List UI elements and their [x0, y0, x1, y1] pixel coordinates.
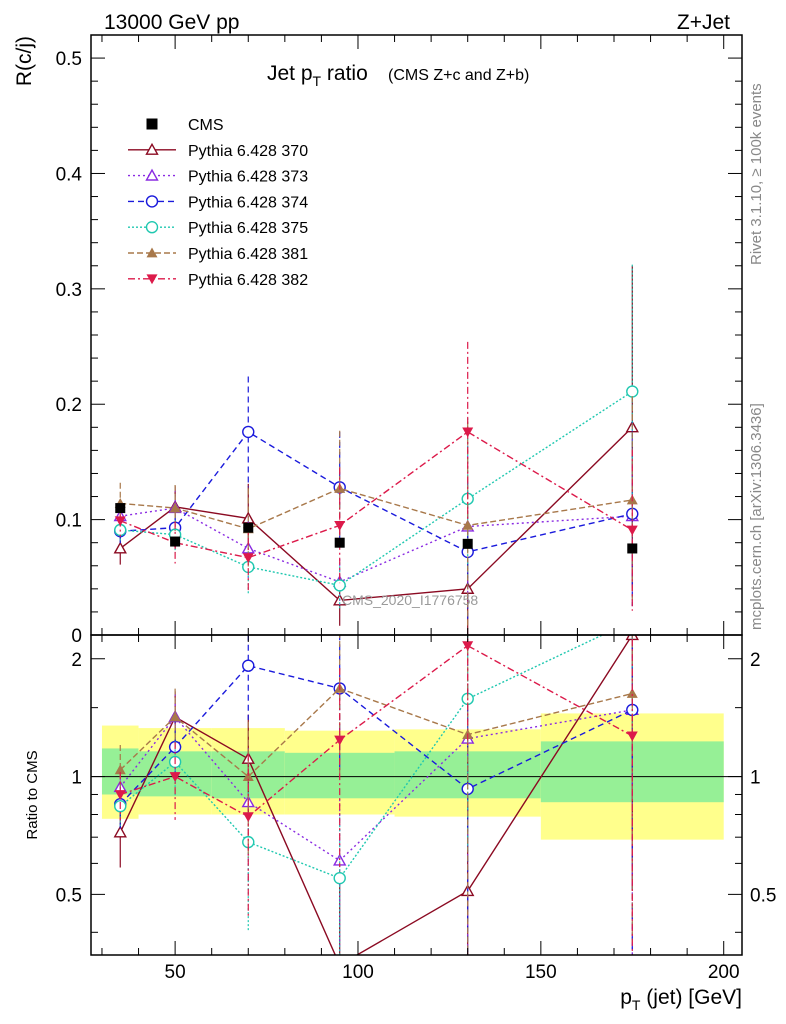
- main-ytick-label-2: 0.2: [56, 395, 82, 416]
- legend-label-0: Pythia 6.428 370: [188, 143, 308, 160]
- watermark-label: CMS_2020_I1776758: [342, 592, 478, 608]
- header-right: Z+Jet: [677, 11, 730, 34]
- ratio-series-line-0: [119, 635, 633, 955]
- x-axis-label-rest: (jet) [GeV]: [640, 986, 742, 1009]
- ratio-ytick-label-right-2: 2: [750, 650, 761, 671]
- main-series-5: [114, 341, 638, 611]
- ratio-series-group: [113, 635, 639, 955]
- main-ytick-label-0: 0: [71, 626, 82, 647]
- ratio-ytick-label-left-2: 2: [71, 650, 82, 671]
- ratio-ytick-label-right-0: 0.5: [750, 885, 776, 906]
- title-rest: ratio: [321, 62, 368, 85]
- ratio-point-5-2: [242, 812, 254, 823]
- title-main: Jet p: [267, 62, 313, 85]
- ratio-frame: [90, 634, 743, 956]
- ratio-series-line-5: [120, 644, 633, 818]
- ratio-point-5-3: [334, 735, 346, 746]
- legend-label-2: Pythia 6.428 374: [188, 194, 308, 211]
- ratio-point-4-2: [242, 771, 254, 781]
- legend-label-4: Pythia 6.428 381: [188, 246, 308, 263]
- legend-label-1: Pythia 6.428 373: [188, 169, 308, 186]
- main-point-3-3: [333, 579, 346, 592]
- main-point-0-0: [113, 541, 127, 554]
- main-series-line-4: [120, 487, 633, 530]
- ratio-ytick-label-right-1: 1: [750, 768, 761, 789]
- main-series-line-5: [119, 431, 633, 559]
- x-axis-label-p: p: [620, 986, 632, 1009]
- main-ylabel: R(c/j): [13, 36, 36, 86]
- legend-marker-3: [145, 220, 159, 234]
- plot-title: Jet pT ratio (CMS Z+c and Z+b): [267, 62, 529, 89]
- cms-point-1: [170, 536, 181, 547]
- legend-marker-1: [145, 168, 159, 181]
- rivet-label: Rivet 3.1.10, ≥ 100k events: [748, 83, 765, 265]
- xtick-label-0: 50: [165, 962, 186, 983]
- ratio-ytick-label-left-1: 1: [71, 768, 82, 789]
- xtick-label-2: 150: [525, 962, 557, 983]
- cms-point-3: [334, 537, 345, 548]
- main-ytick-label-3: 0.3: [56, 280, 82, 301]
- main-ytick-label-5: 0.5: [56, 49, 82, 70]
- legend-label-data: CMS: [188, 117, 224, 134]
- main-series-group: [113, 264, 639, 635]
- main-point-5-5: [626, 525, 638, 536]
- ratio-ytick-label-left-0: 0.5: [56, 885, 82, 906]
- main-point-5-0: [114, 516, 126, 527]
- main-series-line-1: [120, 507, 633, 583]
- main-point-3-5: [626, 385, 639, 398]
- ratio-series-5: [114, 635, 638, 955]
- legend-marker-2: [145, 195, 159, 208]
- main-point-5-3: [334, 520, 346, 531]
- ratio-point-5-1: [169, 772, 181, 783]
- title-small: (CMS Z+c and Z+b): [388, 67, 529, 84]
- cms-point-5: [627, 543, 638, 554]
- ratio-series-line-2: [119, 664, 633, 805]
- axis-tick-labels: 0 0.1 0.2 0.3 0.4 0.5 0.5 0.5 1 1 2 2 50 100 150 200: [56, 49, 777, 983]
- legend-label-3: Pythia 6.428 375: [188, 220, 308, 237]
- main-point-5-4: [462, 427, 474, 438]
- main-point-4-4: [462, 519, 474, 530]
- cms-point-2: [243, 522, 254, 533]
- legend: CMS Pythia 6.428 370 Pythia 6.428 373 Pythi…: [128, 117, 308, 289]
- main-ytick-label-4: 0.4: [56, 164, 83, 185]
- legend-marker-4: [146, 247, 158, 258]
- ratio-series-line-3: [119, 635, 605, 880]
- xtick-label-3: 200: [708, 962, 740, 983]
- legend-marker-5: [146, 274, 158, 285]
- main-series-line-3: [120, 390, 633, 587]
- ratio-ylabel: Ratio to CMS: [24, 750, 41, 839]
- main-point-2-2: [242, 425, 255, 439]
- ratio-point-5-0: [114, 790, 126, 800]
- legend-marker-data: [146, 118, 158, 130]
- ratio-series-line-1: [119, 709, 633, 862]
- cms-data-points: [115, 503, 638, 554]
- ratio-point-4-0: [114, 764, 126, 775]
- main-point-4-1: [169, 502, 181, 513]
- ratio-point-0-0: [113, 825, 127, 838]
- main-ytick-label-1: 0.1: [56, 511, 82, 532]
- main-series-line-0: [119, 426, 633, 602]
- mcplots-label: mcplots.cern.ch [arXiv:1306.3436]: [748, 403, 765, 630]
- ratio-point-5-5: [626, 731, 638, 742]
- x-axis-label-sub: T: [632, 997, 641, 1013]
- cms-point-0: [115, 503, 126, 514]
- header-left: 13000 GeV pp: [104, 11, 239, 34]
- title-sub: T: [313, 73, 322, 89]
- ratio-point-2-2: [242, 659, 255, 672]
- legend-label-5: Pythia 6.428 382: [188, 272, 308, 289]
- ratio-point-3-3: [333, 871, 346, 885]
- axis-ticks: [91, 35, 742, 955]
- ratio-point-5-4: [462, 641, 474, 652]
- ratio-point-4-1: [169, 711, 181, 722]
- cms-point-4: [462, 538, 473, 549]
- ratio-point-4-5: [626, 688, 638, 698]
- legend-marker-0: [145, 142, 159, 155]
- ratio-series-line-4: [119, 687, 633, 778]
- x-axis-label: pT (jet) [GeV]: [620, 986, 742, 1013]
- main-point-5-2: [242, 553, 254, 564]
- xtick-label-1: 100: [342, 962, 374, 983]
- svg-text:Jet pT ratio: Jet pT ratio: [267, 62, 368, 89]
- main-series-line-2: [120, 430, 633, 553]
